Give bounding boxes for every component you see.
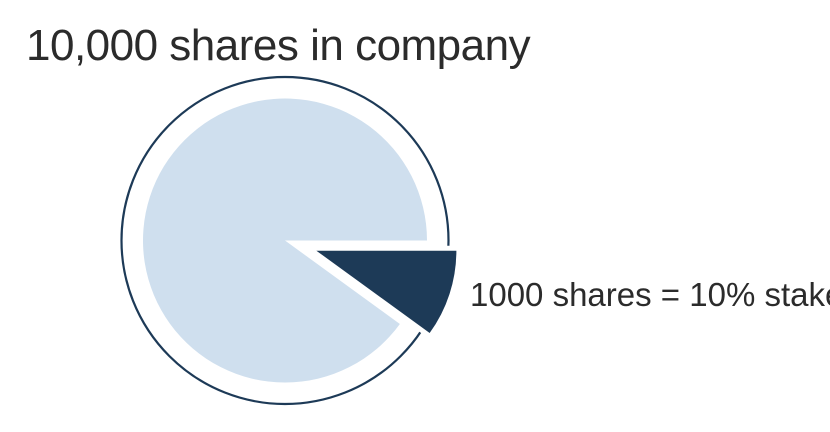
pie-slice-stake [316,250,457,333]
pie-outer-ring [120,75,450,406]
chart-title: 10,000 shares in company [26,21,531,70]
pie-slice-remaining [142,98,427,383]
stake-label: 1000 shares = 10% stake [470,276,830,313]
